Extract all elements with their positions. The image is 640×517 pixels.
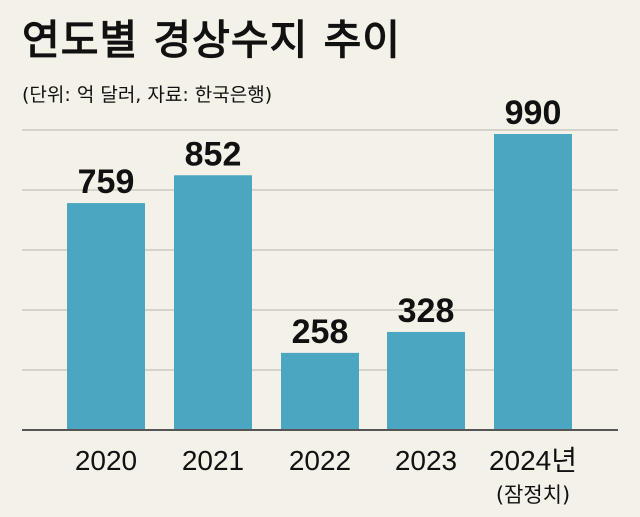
x-tick-note: (잠정치) (496, 483, 570, 507)
x-tick-label: 2024년 (489, 445, 577, 476)
bar-2021 (174, 175, 252, 430)
value-label: 759 (78, 163, 135, 201)
chart-title: 연도별 경상수지 추이 (22, 16, 402, 64)
value-labels: 759 852 258 328 990 (78, 94, 562, 351)
x-tick-label: 2023 (395, 445, 457, 476)
value-label: 258 (292, 313, 349, 351)
bar-2020 (67, 203, 145, 430)
value-label: 328 (398, 292, 455, 330)
value-label: 852 (185, 135, 242, 173)
chart-subtitle: (단위: 억 달러, 자료: 한국은행) (22, 84, 273, 106)
bar-2022 (281, 352, 359, 430)
x-tick-label: 2020 (75, 445, 137, 476)
x-tick-label: 2022 (289, 445, 351, 476)
x-axis-tick-labels: 2020 2021 2022 2023 2024년 (잠정치) (75, 445, 577, 507)
bar-2023 (387, 331, 465, 430)
bars (67, 134, 572, 430)
x-tick-label: 2021 (182, 445, 244, 476)
bar-2024년 (494, 134, 572, 430)
value-label: 990 (505, 94, 562, 132)
